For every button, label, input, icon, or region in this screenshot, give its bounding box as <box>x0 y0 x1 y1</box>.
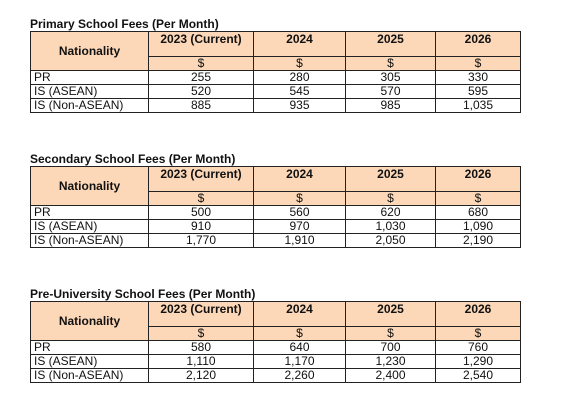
data-row: PR 500 560 620 680 <box>30 205 521 220</box>
fee-cell: 255 <box>148 70 254 85</box>
data-row: IS (Non-ASEAN) 2,120 2,260 2,400 2,540 <box>30 368 521 383</box>
unit-cell: $ <box>148 326 254 341</box>
fee-cell: 2,260 <box>253 368 346 383</box>
year-header: 2024 <box>253 166 346 192</box>
unit-cell: $ <box>253 326 346 341</box>
row-label: PR <box>30 70 149 85</box>
fee-table: Nationality 2023 (Current) 2024 2025 2026 $ $ $… <box>30 166 521 248</box>
fee-cell: 1,910 <box>253 233 346 248</box>
header-row: Nationality 2023 (Current) 2024 2025 2026 <box>30 31 521 71</box>
unit-row: $ $ $ $ <box>31 56 521 71</box>
fee-cell: 560 <box>253 205 346 220</box>
year-header: 2025 <box>345 31 436 57</box>
row-label: IS (ASEAN) <box>30 354 149 369</box>
fee-cell: 1,170 <box>253 354 346 369</box>
year-header: 2025 <box>345 301 436 327</box>
fee-cell: 1,770 <box>148 233 254 248</box>
row-label: IS (Non-ASEAN) <box>30 233 149 248</box>
unit-cell: $ <box>148 191 254 206</box>
fee-cell: 2,050 <box>345 233 436 248</box>
unit-cell: $ <box>253 56 346 71</box>
fee-cell: 680 <box>435 205 521 220</box>
row-label: IS (Non-ASEAN) <box>30 368 149 383</box>
fee-cell: 985 <box>345 98 436 113</box>
fee-cell: 760 <box>435 340 521 355</box>
fee-cell: 500 <box>148 205 254 220</box>
year-header: 2025 <box>345 166 436 192</box>
fee-cell: 2,400 <box>345 368 436 383</box>
data-row: IS (ASEAN) 1,110 1,170 1,230 1,290 <box>30 354 521 369</box>
row-label: IS (ASEAN) <box>30 84 149 99</box>
year-header: 2024 <box>253 301 346 327</box>
fee-cell: 910 <box>148 219 254 234</box>
fee-cell: 2,190 <box>435 233 521 248</box>
fee-cell: 305 <box>345 70 436 85</box>
fee-cell: 2,540 <box>435 368 521 383</box>
fee-cell: 885 <box>148 98 254 113</box>
unit-cell: $ <box>435 191 521 206</box>
table-title: Secondary School Fees (Per Month) <box>30 152 236 166</box>
data-row: IS (ASEAN) 520 545 570 595 <box>30 84 521 99</box>
fee-cell: 620 <box>345 205 436 220</box>
nationality-header: Nationality <box>30 31 149 71</box>
year-header: 2024 <box>253 31 346 57</box>
row-label: IS (Non-ASEAN) <box>30 98 149 113</box>
fee-cell: 520 <box>148 84 254 99</box>
table-title: Pre-University School Fees (Per Month) <box>30 287 256 301</box>
year-header: 2026 <box>435 301 521 327</box>
fee-cell: 1,230 <box>345 354 436 369</box>
fee-cell: 935 <box>253 98 346 113</box>
year-header: 2023 (Current) <box>148 166 254 192</box>
header-row: Nationality 2023 (Current) 2024 2025 2026 <box>30 301 521 341</box>
data-row: PR 255 280 305 330 <box>30 70 521 85</box>
fee-cell: 280 <box>253 70 346 85</box>
fee-cell: 640 <box>253 340 346 355</box>
nationality-header: Nationality <box>30 166 149 206</box>
fee-cell: 545 <box>253 84 346 99</box>
fee-cell: 970 <box>253 219 346 234</box>
fee-cell: 330 <box>435 70 521 85</box>
fee-cell: 570 <box>345 84 436 99</box>
fee-table: Nationality 2023 (Current) 2024 2025 2026 $ $ $… <box>30 301 521 383</box>
year-header: 2023 (Current) <box>148 301 254 327</box>
table-block: Secondary School Fees (Per Month) Nationa… <box>30 152 521 248</box>
table-title: Primary School Fees (Per Month) <box>30 17 219 31</box>
fee-cell: 1,030 <box>345 219 436 234</box>
header-row: Nationality 2023 (Current) 2024 2025 2026 <box>30 166 521 206</box>
unit-cell: $ <box>148 56 254 71</box>
fee-cell: 1,110 <box>148 354 254 369</box>
unit-cell: $ <box>435 56 521 71</box>
table-block: Primary School Fees (Per Month) Nationali… <box>30 17 521 113</box>
fee-cell: 595 <box>435 84 521 99</box>
fee-table: Nationality 2023 (Current) 2024 2025 2026 $ $ $… <box>30 31 521 113</box>
nationality-header: Nationality <box>30 301 149 341</box>
year-header: 2026 <box>435 31 521 57</box>
fee-cell: 700 <box>345 340 436 355</box>
fee-cell: 1,090 <box>435 219 521 234</box>
unit-cell: $ <box>253 191 346 206</box>
fee-cell: 1,290 <box>435 354 521 369</box>
fee-cell: 580 <box>148 340 254 355</box>
data-row: PR 580 640 700 760 <box>30 340 521 355</box>
data-row: IS (Non-ASEAN) 885 935 985 1,035 <box>30 98 521 113</box>
fee-cell: 2,120 <box>148 368 254 383</box>
unit-cell: $ <box>345 56 436 71</box>
unit-cell: $ <box>345 191 436 206</box>
fee-cell: 1,035 <box>435 98 521 113</box>
table-block: Pre-University School Fees (Per Month) Na… <box>30 287 521 383</box>
unit-cell: $ <box>345 326 436 341</box>
year-header: 2023 (Current) <box>148 31 254 57</box>
row-label: PR <box>30 340 149 355</box>
data-row: IS (ASEAN) 910 970 1,030 1,090 <box>30 219 521 234</box>
row-label: IS (ASEAN) <box>30 219 149 234</box>
unit-cell: $ <box>435 326 521 341</box>
data-row: IS (Non-ASEAN) 1,770 1,910 2,050 2,190 <box>30 233 521 248</box>
row-label: PR <box>30 205 149 220</box>
year-header: 2026 <box>435 166 521 192</box>
